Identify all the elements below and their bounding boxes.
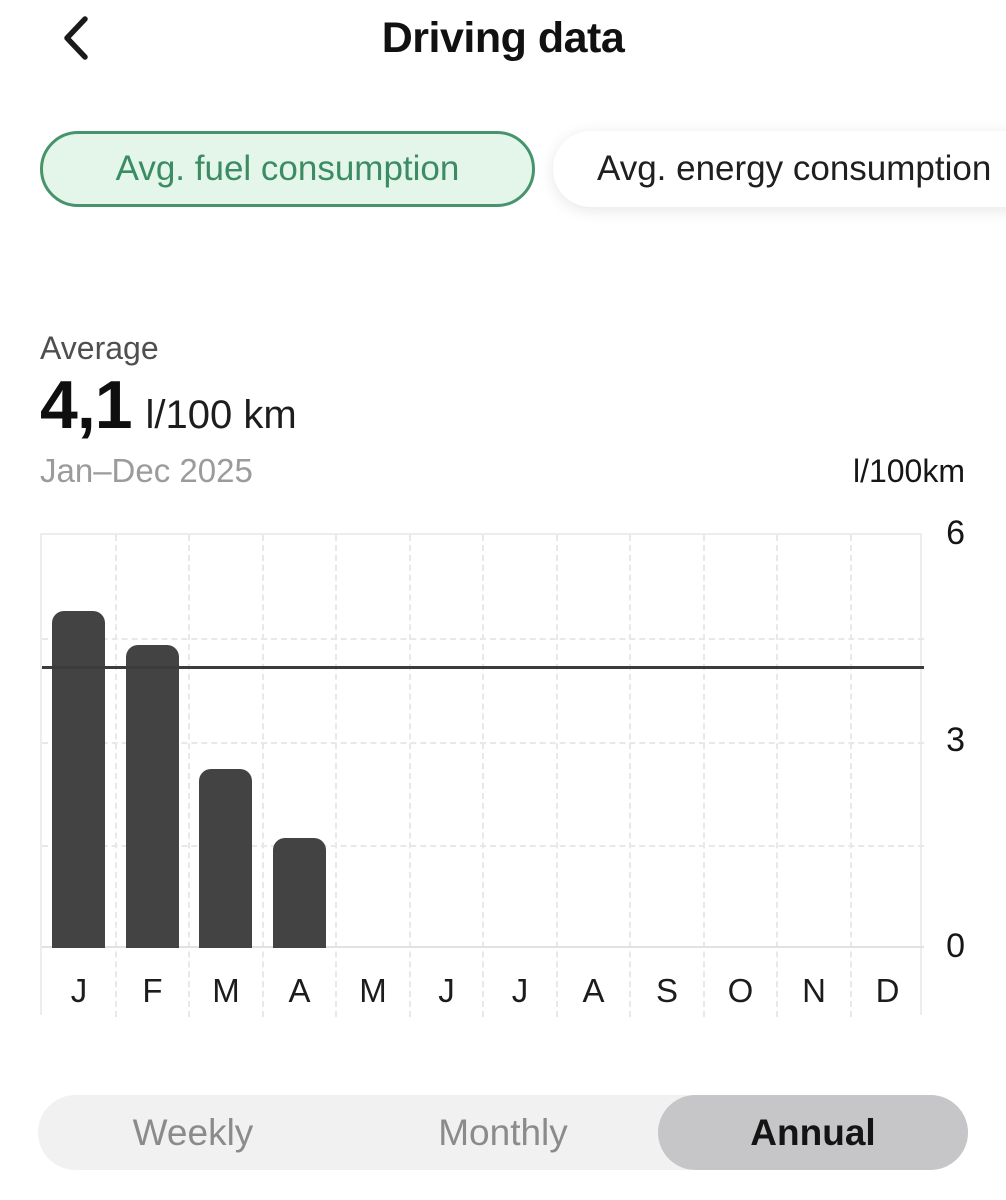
x-axis-label-3: A xyxy=(288,972,311,1009)
vertical-gridline xyxy=(408,535,411,1017)
header: Driving data xyxy=(0,0,1006,90)
bar-A-3[interactable] xyxy=(272,837,326,948)
x-axis-label-2: M xyxy=(212,972,240,1009)
tab-avg-fuel-consumption[interactable]: Avg. fuel consumption xyxy=(40,131,535,207)
vertical-gridline xyxy=(702,535,705,1017)
y-axis-tick-6: 6 xyxy=(946,514,965,552)
period-option-monthly[interactable]: Monthly xyxy=(438,1111,568,1153)
average-value: 4,1 xyxy=(40,367,133,443)
vertical-gridline xyxy=(335,535,337,1017)
bar-M-2[interactable] xyxy=(199,769,253,948)
average-reference-line xyxy=(42,666,924,669)
x-axis-baseline xyxy=(42,946,924,948)
period-option-annual[interactable]: Annual xyxy=(658,1095,968,1170)
vertical-gridline xyxy=(188,535,190,1017)
tab-avg-energy-consumption[interactable]: Avg. energy consumption xyxy=(553,131,1006,207)
x-axis-label-0: J xyxy=(70,972,88,1009)
page-title: Driving data xyxy=(381,14,625,62)
vertical-gridline xyxy=(555,535,558,1017)
period-option-weekly[interactable]: Weekly xyxy=(132,1111,254,1153)
back-button[interactable] xyxy=(50,12,102,68)
vertical-gridline xyxy=(114,535,117,1017)
bar-J-0[interactable] xyxy=(52,610,106,948)
y-axis-unit-label: l/100km xyxy=(852,453,965,489)
average-label: Average xyxy=(40,330,159,366)
x-axis-label-1: F xyxy=(142,972,163,1009)
x-axis-label-6: J xyxy=(511,972,529,1009)
vertical-gridline xyxy=(482,535,484,1017)
x-axis-label-9: O xyxy=(727,972,754,1009)
horizontal-gridline xyxy=(42,638,924,641)
vertical-gridline xyxy=(849,535,852,1017)
horizontal-gridline xyxy=(42,741,924,744)
x-axis-label-8: S xyxy=(655,972,678,1009)
y-axis-tick-0: 0 xyxy=(946,927,965,965)
horizontal-gridline xyxy=(42,844,924,847)
average-value-row: 4,1 l/100 km xyxy=(40,366,297,444)
x-axis-label-7: A xyxy=(582,972,605,1009)
x-axis-label-10: N xyxy=(802,972,826,1009)
period-selector: Weekly Monthly Annual xyxy=(38,1095,968,1170)
date-range-label: Jan–Dec 2025 xyxy=(40,452,253,489)
chevron-left-icon xyxy=(59,14,93,67)
vertical-gridline xyxy=(629,535,631,1017)
y-axis-tick-3: 3 xyxy=(946,720,965,759)
vertical-gridline xyxy=(776,535,778,1017)
x-axis-label-11: D xyxy=(875,972,900,1009)
period-row: Jan–Dec 2025 l/100km xyxy=(40,452,965,490)
tab-avg-energy-consumption-label: Avg. energy consumption xyxy=(597,149,992,188)
x-axis-label-5: J xyxy=(438,972,455,1009)
tab-avg-fuel-consumption-label: Avg. fuel consumption xyxy=(115,149,460,188)
average-unit: l/100 km xyxy=(145,393,297,437)
fuel-consumption-bar-chart: J F M A M J J A S O N D 6 3 0 xyxy=(40,514,965,1017)
bar-F-1[interactable] xyxy=(125,645,179,948)
vertical-gridline xyxy=(261,535,264,1017)
x-axis-label-4: M xyxy=(359,972,387,1009)
